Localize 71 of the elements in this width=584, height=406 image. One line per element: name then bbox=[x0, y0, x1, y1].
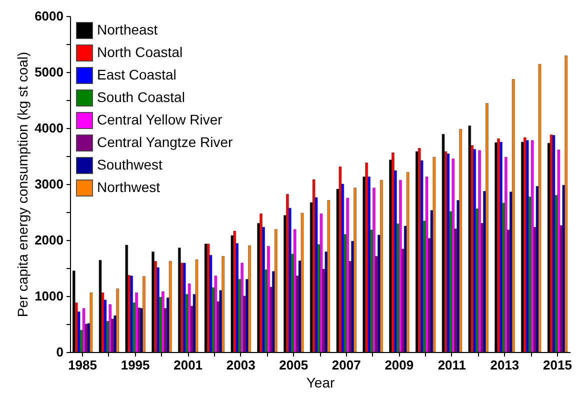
bar bbox=[380, 180, 383, 352]
legend-label: Northeast bbox=[97, 22, 158, 38]
bar bbox=[346, 198, 350, 352]
bar bbox=[195, 259, 198, 352]
bar bbox=[260, 214, 262, 352]
x-tick-label: 2003 bbox=[226, 358, 256, 372]
y-tick-label: 1000 bbox=[34, 288, 64, 304]
bar bbox=[526, 140, 529, 352]
bar bbox=[538, 64, 542, 352]
legend-label: Northwest bbox=[97, 179, 160, 195]
bar bbox=[392, 152, 394, 352]
bar bbox=[524, 137, 526, 352]
legend-label: North Coastal bbox=[97, 44, 183, 60]
x-tick-label: 1985 bbox=[68, 358, 97, 372]
bar bbox=[222, 256, 225, 352]
x-tick-label: 2009 bbox=[384, 358, 414, 372]
bar bbox=[274, 229, 278, 352]
y-tick-label: 5000 bbox=[34, 64, 64, 80]
bar bbox=[418, 148, 421, 352]
bar bbox=[406, 172, 410, 352]
bar bbox=[459, 128, 462, 352]
x-axis-title: Year bbox=[306, 374, 335, 390]
bar bbox=[130, 276, 133, 352]
bar bbox=[497, 138, 500, 352]
x-tick-label: 1995 bbox=[120, 358, 150, 372]
bar bbox=[338, 166, 342, 352]
bar bbox=[500, 142, 502, 352]
bar bbox=[550, 134, 553, 352]
bar bbox=[162, 291, 164, 352]
bar bbox=[473, 149, 476, 352]
bar bbox=[293, 229, 296, 352]
bar bbox=[486, 103, 488, 352]
x-tick-label: 2001 bbox=[174, 358, 203, 372]
y-tick-label: 6000 bbox=[34, 8, 64, 24]
legend-label: Central Yellow River bbox=[97, 112, 223, 128]
legend-label: Central Yangtze River bbox=[97, 134, 233, 150]
bar bbox=[286, 194, 289, 352]
legend-label: East Coastal bbox=[97, 66, 176, 82]
bar bbox=[432, 156, 436, 352]
bar bbox=[504, 156, 508, 352]
bar bbox=[267, 246, 270, 352]
legend-label: South Coastal bbox=[97, 89, 185, 105]
x-tick-label: 2015 bbox=[543, 358, 572, 372]
bar bbox=[399, 180, 402, 352]
bar bbox=[116, 288, 119, 352]
bar bbox=[300, 212, 304, 352]
bar bbox=[240, 262, 244, 352]
x-tick-label: 2011 bbox=[438, 358, 466, 372]
x-tick-label: 2007 bbox=[332, 358, 361, 372]
bar bbox=[90, 292, 93, 352]
x-tick-label: 2005 bbox=[279, 358, 308, 372]
x-tick-label: 2013 bbox=[490, 358, 520, 372]
bar bbox=[372, 188, 376, 352]
bar bbox=[135, 292, 138, 352]
y-tick-label: 0 bbox=[56, 344, 64, 360]
y-tick-label: 3000 bbox=[34, 176, 64, 192]
bar bbox=[233, 230, 236, 352]
y-tick-label: 2000 bbox=[34, 232, 64, 248]
bar bbox=[354, 188, 356, 352]
bar bbox=[478, 150, 481, 352]
bar bbox=[206, 244, 210, 352]
bar bbox=[142, 276, 146, 352]
legend-label: Southwest bbox=[97, 156, 162, 172]
y-axis-title: Per capita energy consumption (kg st coal) bbox=[14, 52, 31, 318]
y-tick-label: 4000 bbox=[34, 120, 64, 136]
bar bbox=[564, 56, 568, 352]
bar bbox=[168, 261, 172, 352]
bar bbox=[248, 245, 251, 352]
bar bbox=[327, 200, 330, 352]
bar bbox=[512, 79, 515, 352]
bar bbox=[365, 162, 368, 352]
